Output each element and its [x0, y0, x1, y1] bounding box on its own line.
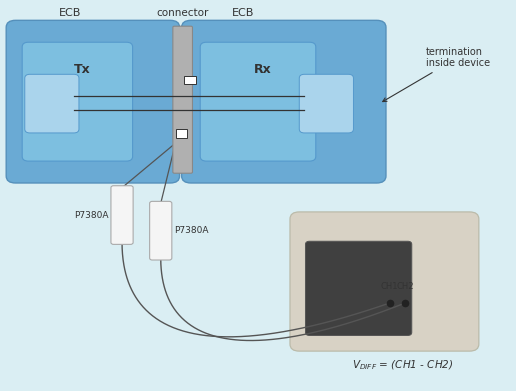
- Text: termination
inside device: termination inside device: [383, 47, 490, 102]
- Text: Rx: Rx: [254, 63, 272, 75]
- FancyBboxPatch shape: [182, 20, 386, 183]
- Text: Serdes: Serdes: [36, 99, 68, 108]
- FancyBboxPatch shape: [173, 26, 192, 173]
- FancyBboxPatch shape: [25, 74, 79, 133]
- Text: P7380A: P7380A: [174, 226, 209, 235]
- Text: ECB: ECB: [58, 7, 81, 18]
- Bar: [184, 76, 196, 84]
- FancyBboxPatch shape: [200, 42, 316, 161]
- FancyBboxPatch shape: [305, 241, 412, 335]
- Text: Serdes: Serdes: [311, 99, 342, 108]
- FancyBboxPatch shape: [290, 212, 479, 351]
- FancyBboxPatch shape: [150, 201, 172, 260]
- Text: P7380A: P7380A: [74, 210, 108, 220]
- Text: CH1: CH1: [381, 282, 398, 291]
- FancyBboxPatch shape: [299, 74, 353, 133]
- FancyBboxPatch shape: [6, 20, 180, 183]
- FancyBboxPatch shape: [22, 42, 133, 161]
- Bar: [176, 129, 187, 138]
- Text: CH2: CH2: [396, 282, 414, 291]
- Text: connector: connector: [156, 7, 209, 18]
- Text: Tx: Tx: [74, 63, 91, 75]
- Text: ECB: ECB: [232, 7, 254, 18]
- Text: $\mathit{V}_{DIFF}$ = (CH1 - CH2): $\mathit{V}_{DIFF}$ = (CH1 - CH2): [352, 359, 453, 372]
- FancyBboxPatch shape: [111, 186, 133, 244]
